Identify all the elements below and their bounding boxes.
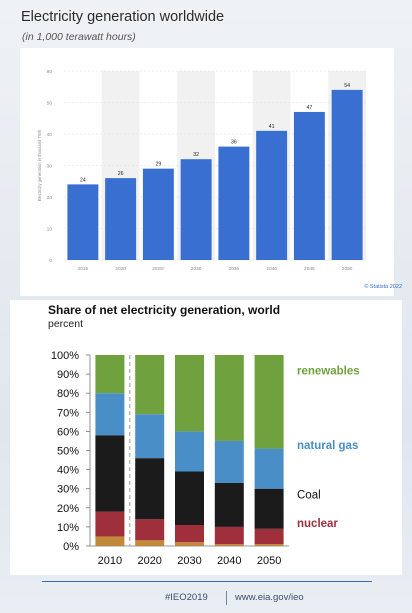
y-tick-label: 50 xyxy=(47,101,53,107)
y-tick-label: 20 xyxy=(47,195,53,201)
stack-segment xyxy=(135,414,165,459)
footer-separator xyxy=(226,591,227,605)
bar xyxy=(331,89,363,261)
stack-segment xyxy=(214,440,244,483)
y-tick-label: 30% xyxy=(57,484,79,496)
stack-segment xyxy=(95,355,125,394)
series-label: renewables xyxy=(297,365,360,377)
series-label: Coal xyxy=(297,489,321,501)
data-label: 29 xyxy=(155,162,161,168)
x-tick-label: 2020 xyxy=(137,555,161,567)
y-tick-label: 0% xyxy=(63,541,79,553)
stack-segment xyxy=(175,542,204,546)
stack-segment xyxy=(175,524,204,543)
x-tick-label: 2045 xyxy=(304,266,315,272)
stack-segment xyxy=(95,536,125,546)
x-tick-label: 2030 xyxy=(191,266,202,272)
x-tick-label: 2040 xyxy=(217,555,241,567)
data-label: 26 xyxy=(118,171,124,177)
y-tick-label: 100% xyxy=(51,350,79,362)
x-tick-label: 2015 xyxy=(78,266,89,272)
share-chart-title: Share of net electricity generation, wor… xyxy=(48,303,281,317)
series-label: nuclear xyxy=(297,518,338,530)
y-tick-label: 30 xyxy=(47,164,53,170)
stack-segment xyxy=(95,435,125,512)
stack-segment xyxy=(135,519,165,541)
x-tick-label: 2035 xyxy=(229,266,240,272)
statista-credit[interactable]: © Statista 2022 xyxy=(364,284,402,290)
stack-segment xyxy=(135,540,165,546)
chart-title: Electricity generation worldwide xyxy=(21,9,225,25)
y-tick-label: 90% xyxy=(57,369,79,381)
stack-segment xyxy=(214,482,244,527)
y-tick-label: 40% xyxy=(57,465,79,477)
y-tick-label: 0 xyxy=(49,258,52,264)
stack-segment xyxy=(214,526,244,545)
data-label: 36 xyxy=(231,140,237,146)
y-axis-label: Electricity generation in thousand TWh xyxy=(37,129,42,201)
stack-segment xyxy=(254,528,284,545)
data-label: 54 xyxy=(344,83,350,89)
x-tick-label: 2010 xyxy=(98,555,122,567)
bar xyxy=(256,130,288,260)
bar xyxy=(67,184,99,260)
y-tick-label: 50% xyxy=(57,446,79,458)
y-tick-label: 10% xyxy=(57,522,79,534)
footer-url[interactable]: www.eia.gov/ieo xyxy=(235,592,304,603)
stack-segment xyxy=(254,544,284,546)
stack-segment xyxy=(254,355,284,449)
y-tick-label: 60 xyxy=(47,69,53,75)
footer-divider xyxy=(42,581,372,582)
y-tick-label: 10 xyxy=(47,227,53,233)
data-label: 41 xyxy=(269,124,275,130)
stack-segment xyxy=(214,355,244,441)
x-tick-label: 2040 xyxy=(266,266,277,272)
x-tick-label: 2025* xyxy=(152,266,165,272)
stack-segment xyxy=(214,544,244,546)
stack-segment xyxy=(175,431,204,472)
bar xyxy=(180,159,212,260)
series-label: natural gas xyxy=(297,440,358,452)
stack-segment xyxy=(135,355,165,415)
bar xyxy=(293,111,325,260)
data-label: 32 xyxy=(193,152,199,158)
data-label: 47 xyxy=(306,105,312,111)
y-tick-label: 60% xyxy=(57,426,79,438)
y-tick-label: 80% xyxy=(57,388,79,400)
data-label: 24 xyxy=(80,177,86,183)
stack-segment xyxy=(95,511,125,537)
stack-segment xyxy=(135,458,165,520)
share-stacked-bar-chart: 0% 10% 20% 30% 40% 50% 60% 70% 80% 90% 100% 2010 202… xyxy=(51,350,360,567)
share-chart-subtitle: percent xyxy=(48,318,84,330)
bar xyxy=(105,178,137,260)
stack-segment xyxy=(175,355,204,432)
footer-hashtag[interactable]: #IEO2019 xyxy=(165,592,208,603)
x-tick-label: 2020 xyxy=(115,266,126,272)
x-tick-label: 2050 xyxy=(342,266,353,272)
stack-segment xyxy=(95,393,125,436)
y-tick-label: 70% xyxy=(57,407,79,419)
chart-subtitle: (in 1,000 terawatt hours) xyxy=(22,31,136,43)
stack-segment xyxy=(175,471,204,525)
y-tick-label: 20% xyxy=(57,503,79,515)
x-tick-label: 2030 xyxy=(177,555,201,567)
share-chart-panel xyxy=(10,300,402,575)
bar xyxy=(142,168,174,260)
x-tick-label: 2050 xyxy=(257,555,281,567)
y-tick-label: 40 xyxy=(47,132,53,138)
stack-segment xyxy=(254,448,284,489)
stack-segment xyxy=(254,488,284,529)
bar xyxy=(218,146,250,260)
